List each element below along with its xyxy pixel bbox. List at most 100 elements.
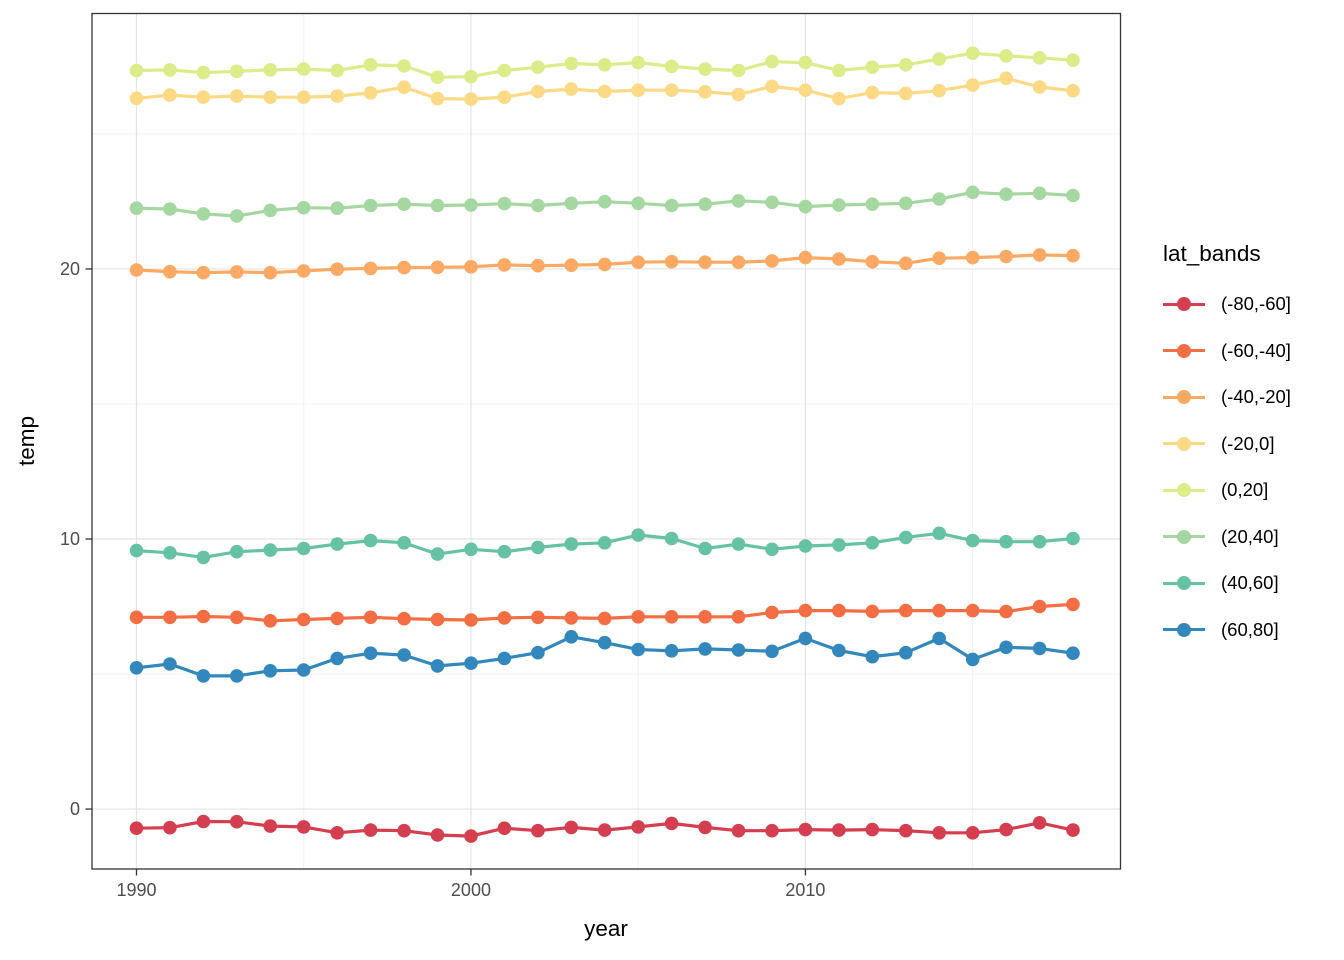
data-point	[129, 610, 144, 625]
x-axis-title: year	[584, 916, 628, 941]
legend: lat_bands (-80,-60] (-60,-40] (-40,-20] (-2…	[1163, 241, 1291, 640]
legend-items: (-80,-60] (-60,-40] (-40,-20] (-20,0] (0,20]…	[1163, 281, 1291, 653]
data-point	[163, 657, 177, 671]
data-point	[129, 543, 144, 558]
data-point	[230, 64, 244, 79]
data-point	[531, 540, 545, 555]
data-point	[865, 822, 880, 837]
data-point	[330, 537, 345, 551]
data-point	[397, 823, 411, 838]
data-point	[464, 829, 478, 843]
data-point	[1066, 823, 1080, 837]
data-point	[1032, 641, 1047, 656]
data-point	[263, 90, 278, 104]
data-point	[196, 550, 211, 565]
data-point	[932, 826, 946, 840]
data-point	[597, 823, 612, 837]
data-point	[263, 203, 278, 218]
data-point	[1032, 534, 1047, 549]
legend-key-icon	[1163, 529, 1205, 545]
data-point	[765, 644, 779, 659]
data-point	[999, 249, 1013, 264]
data-point	[798, 539, 813, 553]
data-point	[865, 536, 880, 550]
data-point	[1032, 816, 1047, 830]
legend-key-icon	[1163, 622, 1205, 638]
data-point	[765, 823, 779, 838]
data-point	[664, 254, 679, 269]
data-point	[664, 531, 679, 546]
data-point	[999, 604, 1013, 619]
data-point	[330, 63, 345, 78]
data-point	[430, 828, 445, 842]
data-point	[531, 645, 545, 660]
data-point	[296, 90, 311, 104]
data-point	[965, 46, 980, 60]
data-point	[464, 542, 478, 557]
data-point	[564, 258, 579, 273]
data-point	[865, 649, 880, 664]
data-point	[296, 200, 311, 215]
data-point	[832, 198, 846, 212]
data-point	[497, 90, 512, 104]
data-point	[664, 610, 679, 624]
data-point	[899, 196, 913, 211]
data-point	[932, 83, 946, 98]
panel-border	[91, 12, 1122, 870]
data-point	[731, 823, 746, 838]
data-point	[1032, 248, 1047, 262]
data-point	[564, 56, 579, 71]
y-axis-title: temp	[14, 415, 39, 467]
data-point	[196, 265, 211, 280]
data-point	[899, 530, 913, 545]
data-point	[999, 640, 1013, 655]
legend-key-dot	[1177, 297, 1191, 312]
data-point	[798, 250, 813, 265]
data-point	[698, 197, 712, 211]
data-point	[631, 55, 645, 70]
data-point	[531, 198, 545, 213]
data-point	[597, 84, 612, 99]
data-point	[631, 642, 645, 657]
data-point	[1066, 597, 1080, 612]
data-point	[230, 265, 244, 279]
data-point	[330, 611, 345, 626]
data-point	[363, 610, 378, 625]
legend-item-label: (-80,-60]	[1221, 293, 1291, 315]
data-point	[330, 651, 345, 666]
data-point	[296, 264, 311, 278]
data-point	[1032, 51, 1047, 65]
data-point	[798, 822, 813, 837]
data-point	[765, 542, 779, 557]
legend-key-dot	[1177, 622, 1191, 637]
data-point	[765, 195, 779, 210]
data-point	[230, 544, 244, 559]
data-point	[631, 196, 645, 211]
data-point	[798, 83, 813, 97]
data-point	[330, 826, 345, 840]
y-tick-label: 10	[59, 529, 80, 549]
data-point	[129, 263, 144, 277]
data-point	[363, 823, 378, 837]
data-point	[798, 55, 813, 70]
data-point	[363, 261, 378, 276]
data-point	[832, 63, 846, 78]
data-point	[899, 645, 913, 660]
data-point	[430, 198, 445, 213]
panel-background	[92, 13, 1121, 869]
data-point	[698, 62, 712, 76]
data-point	[932, 251, 946, 265]
data-point	[230, 669, 244, 683]
data-point	[932, 603, 946, 618]
data-point	[230, 814, 244, 829]
data-point	[564, 820, 579, 835]
x-tick-label: 2000	[450, 880, 491, 900]
data-point	[865, 60, 880, 74]
data-point	[798, 631, 813, 646]
data-point	[1032, 80, 1047, 94]
data-point	[230, 209, 244, 223]
legend-item-label: (40,60]	[1221, 572, 1279, 594]
data-point	[363, 58, 378, 72]
data-point	[965, 185, 980, 200]
data-point	[965, 250, 980, 265]
